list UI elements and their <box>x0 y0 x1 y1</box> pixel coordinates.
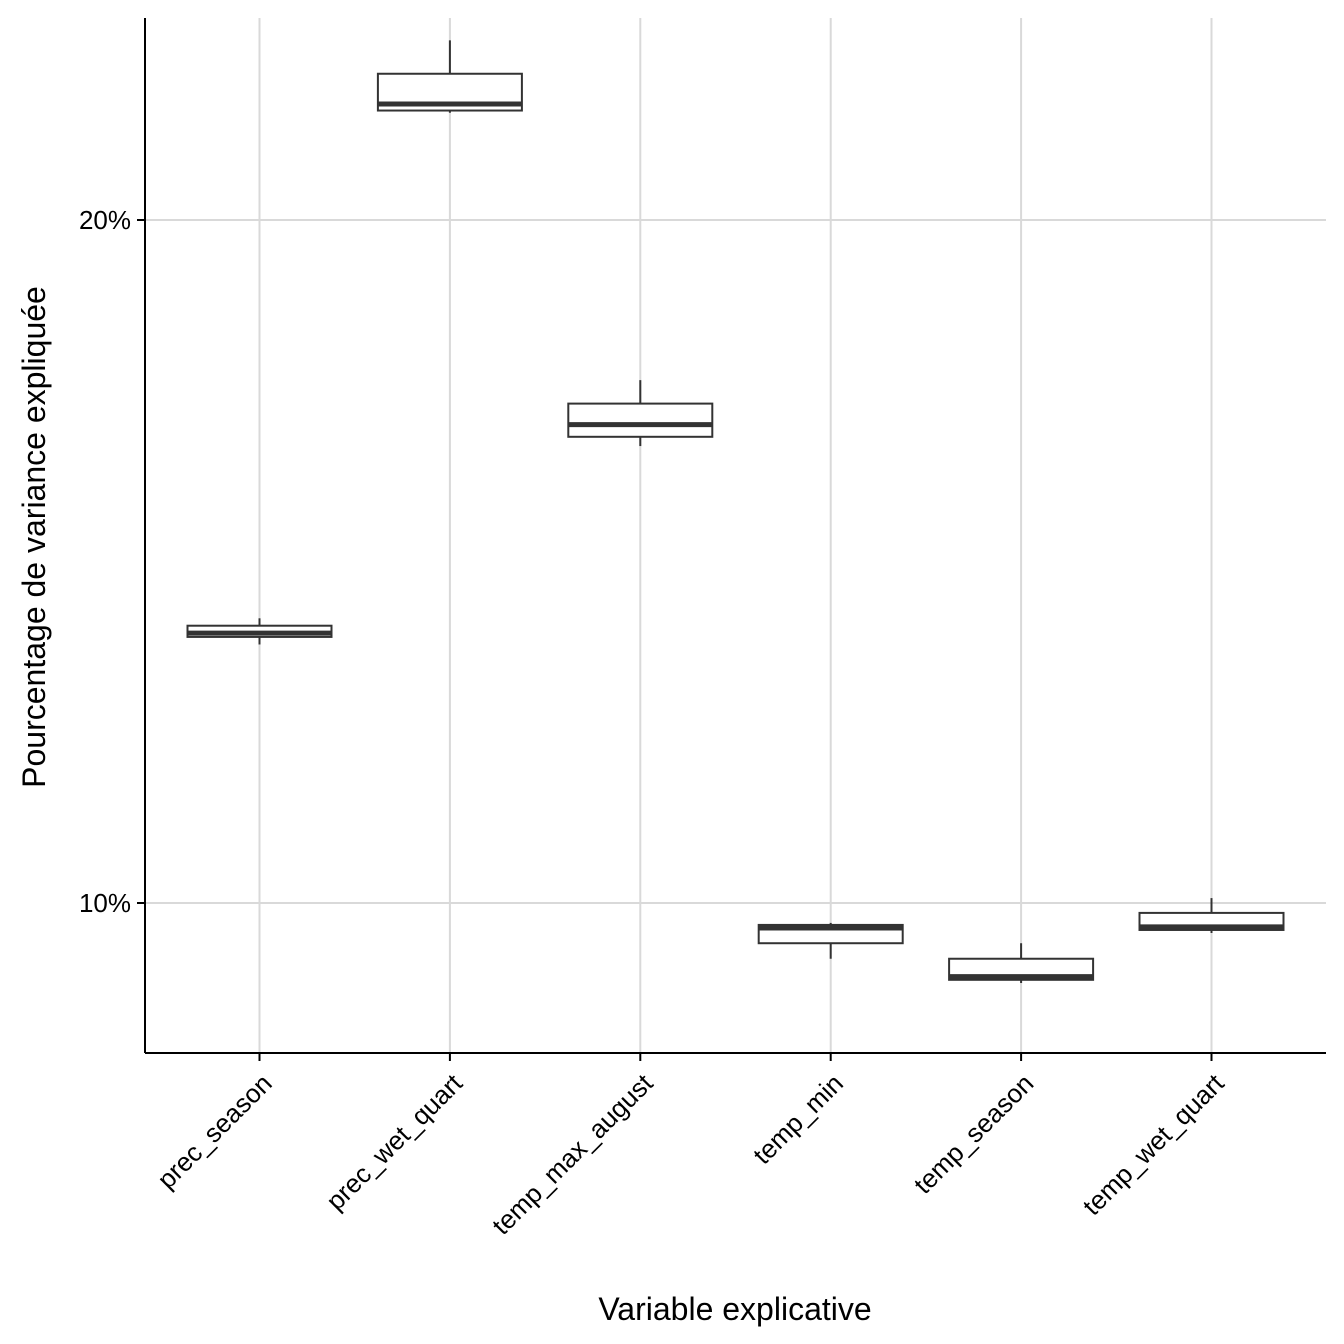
box-prec_wet_quart <box>376 40 523 113</box>
y-axis-title: Pourcentage de variance expliquée <box>16 286 52 788</box>
box-body <box>567 402 714 438</box>
box-temp_wet_quart <box>1138 898 1285 934</box>
x-tick-label: temp_max_august <box>486 1067 659 1240</box>
axis-layer <box>144 18 1326 1054</box>
y-tick-label: 20% <box>79 205 131 235</box>
x-tick-label: prec_wet_quart <box>320 1067 468 1215</box>
grid-layer <box>145 18 1326 1053</box>
box-prec_season <box>186 618 333 645</box>
y-tick-label: 10% <box>79 888 131 918</box>
box-temp_season <box>948 943 1095 984</box>
box-temp_max_august <box>567 380 714 447</box>
x-tick-label: temp_min <box>747 1068 849 1170</box>
x-axis-title: Variable explicative <box>598 1291 871 1327</box>
x-tick-label: prec_season <box>151 1068 277 1194</box>
box-temp_min <box>757 922 904 959</box>
x-tick-label: temp_season <box>908 1068 1040 1200</box>
box-layer <box>186 40 1285 984</box>
label-layer: 10% 20% prec_season prec_wet_quart temp_max_… <box>79 205 1230 1240</box>
x-tick-label: temp_wet_quart <box>1077 1067 1231 1221</box>
